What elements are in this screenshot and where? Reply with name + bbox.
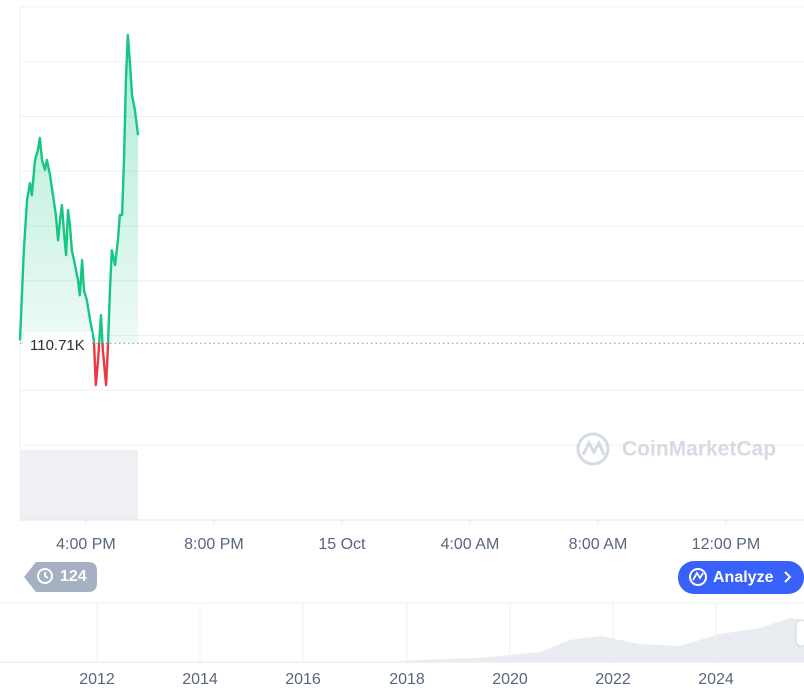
history-icon — [37, 568, 53, 584]
watermark-logo-mark — [581, 439, 606, 456]
x-tick-label: 15 Oct — [318, 536, 366, 553]
history-icon-hand — [44, 572, 49, 579]
navigator: 2012 2014 2016 2018 2020 2022 2024 — [0, 602, 804, 688]
plot: 110.71K — [18, 33, 804, 387]
watermark-logo — [576, 432, 610, 466]
analyze-button[interactable]: Analyze — [678, 561, 804, 594]
volume-area — [20, 450, 138, 520]
analyze-label: Analyze — [713, 569, 774, 586]
navigator-year: 2012 — [79, 671, 115, 688]
watermark-text: CoinMarketCap — [622, 438, 776, 461]
reference-label: 110.71K — [30, 337, 85, 354]
watermark: CoinMarketCap — [576, 432, 776, 466]
navigator-year: 2018 — [389, 671, 425, 688]
analyze-icon-mark — [692, 571, 704, 581]
x-tick-label: 8:00 AM — [569, 536, 628, 553]
analyze-icon — [689, 568, 707, 586]
history-count: 124 — [60, 568, 87, 585]
navigator-year: 2014 — [182, 671, 218, 688]
navigator-year: 2024 — [698, 671, 734, 688]
x-tick-label: 12:00 PM — [692, 536, 760, 553]
navigator-year: 2022 — [595, 671, 631, 688]
analyze-chevron — [784, 571, 792, 583]
x-tick-label: 8:00 PM — [184, 536, 244, 553]
reference-label-bg — [24, 332, 92, 353]
analyze-button-bg[interactable] — [678, 561, 804, 594]
price-line — [18, 33, 140, 387]
price-area — [20, 35, 139, 344]
navigator-year: 2016 — [285, 671, 321, 688]
navigator-area — [390, 618, 804, 662]
x-tick-label: 4:00 PM — [56, 536, 116, 553]
grid — [19, 6, 804, 520]
navigator-year: 2020 — [492, 671, 528, 688]
history-badge[interactable]: 124 — [24, 562, 97, 592]
navigator-handle[interactable] — [795, 619, 804, 647]
x-tick-label: 4:00 AM — [441, 536, 500, 553]
